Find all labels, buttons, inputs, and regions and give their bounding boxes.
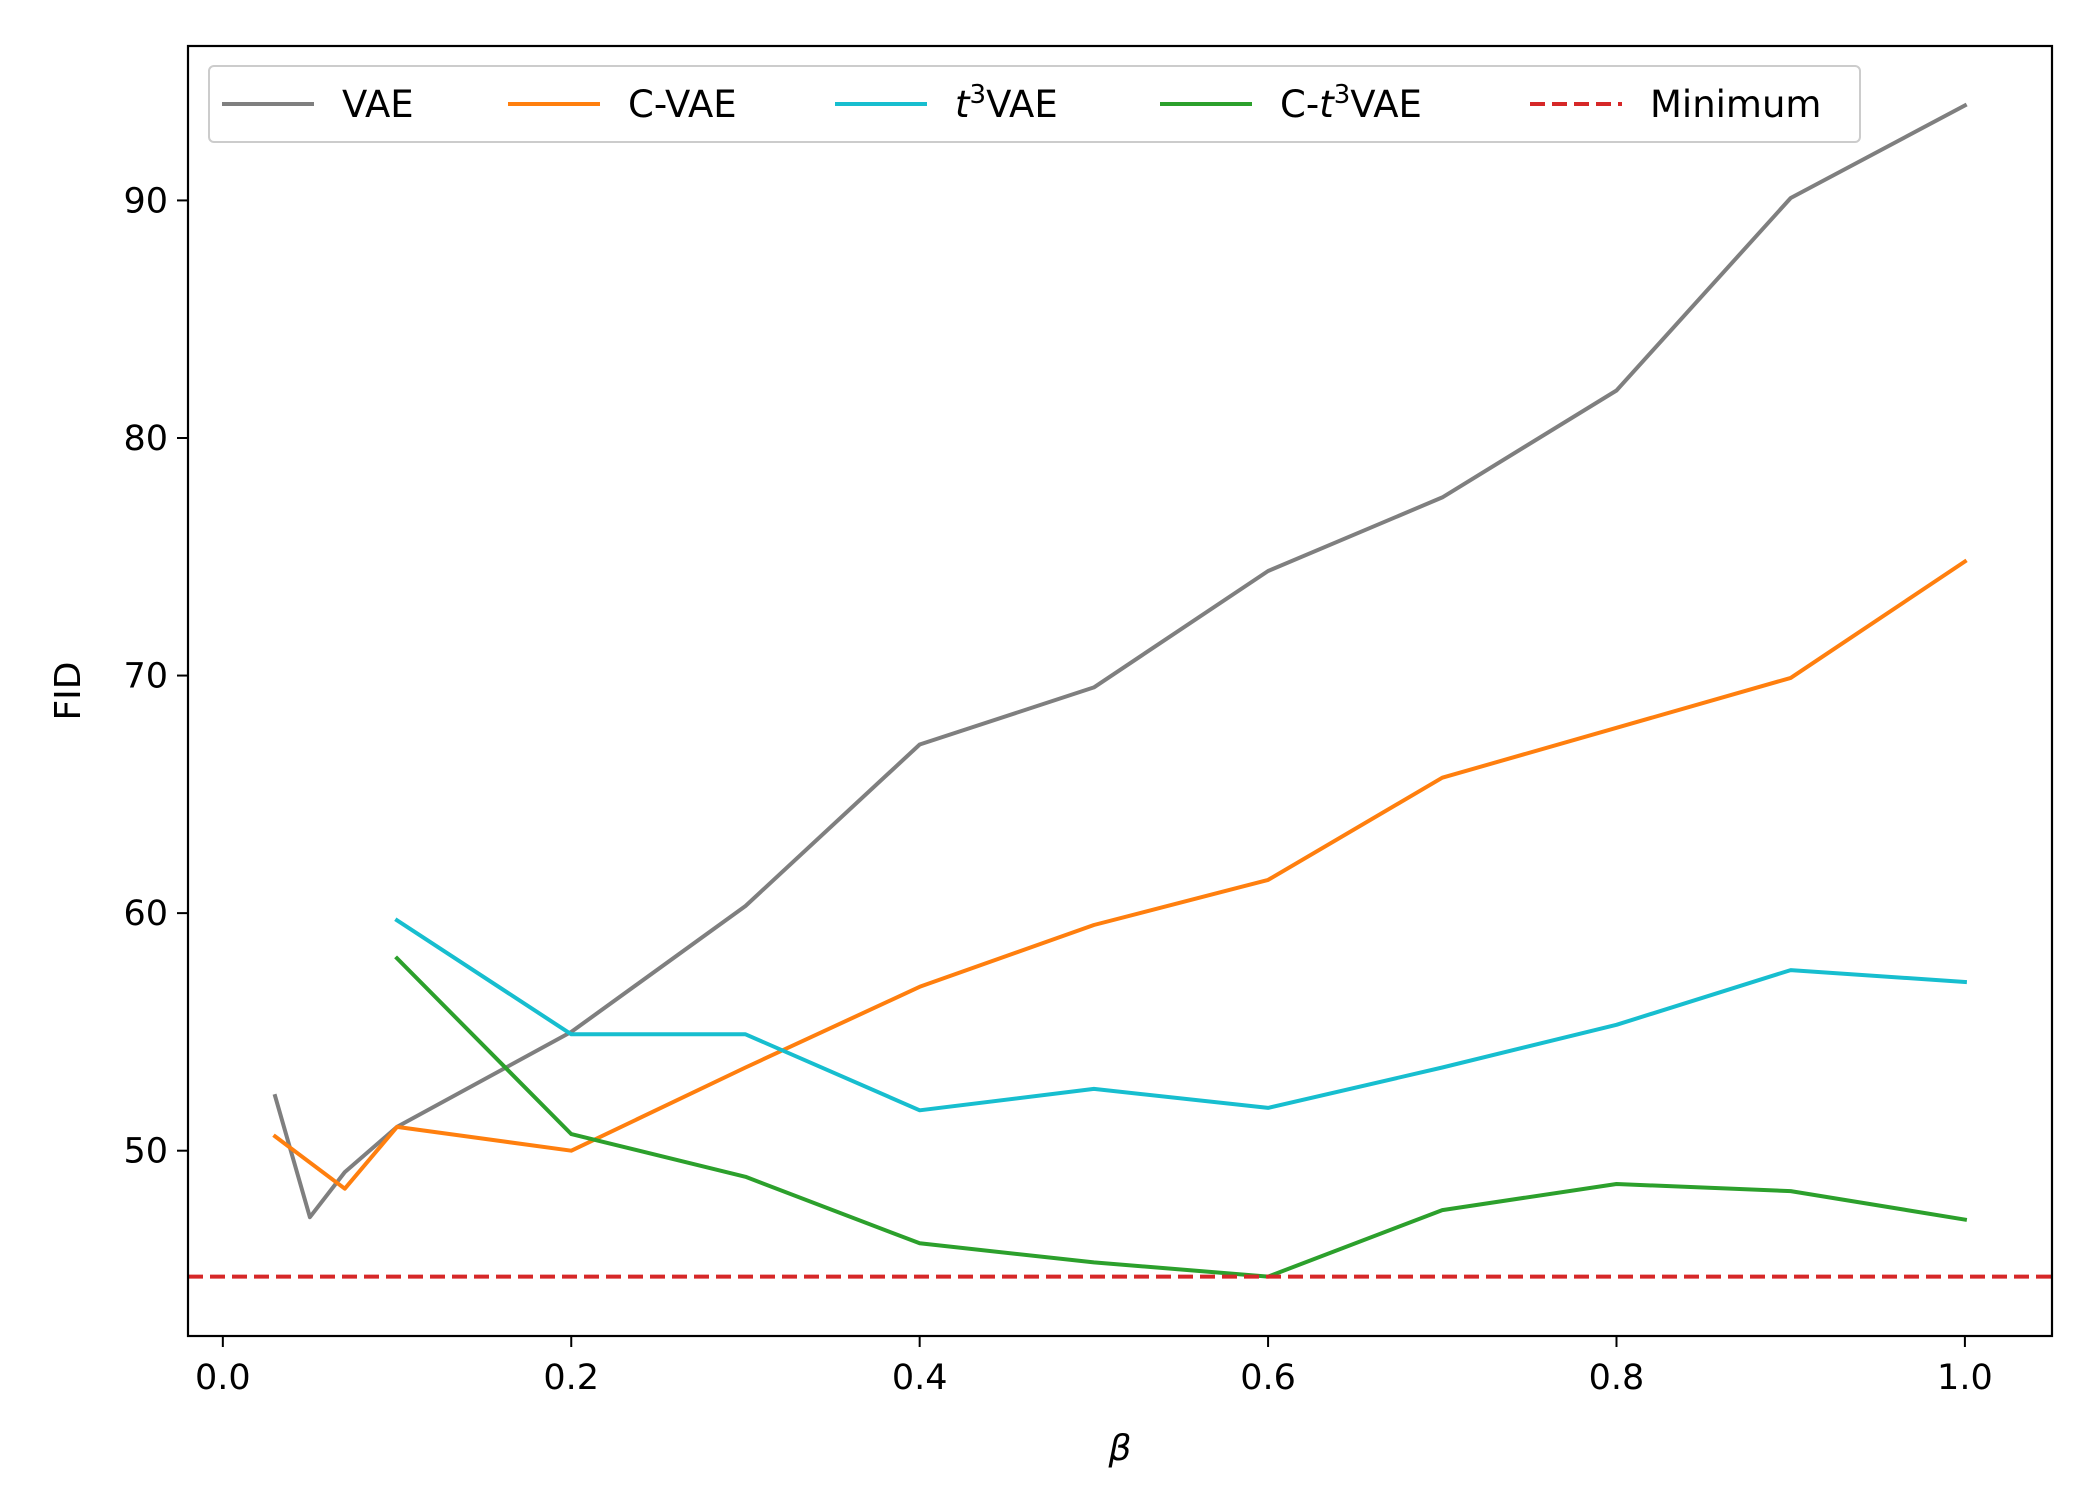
x-tick-label: 0.0: [195, 1358, 251, 1398]
legend-label-minimum: Minimum: [1650, 83, 1821, 126]
series-line-vae: [272, 102, 1968, 1220]
x-tick-label: 1.0: [1937, 1358, 1993, 1398]
y-axis: 50 60 70 80 90: [123, 181, 188, 1172]
x-tick-label: 0.2: [543, 1358, 599, 1398]
series-layer: [188, 102, 2052, 1279]
x-tick-label: 0.6: [1240, 1358, 1296, 1398]
y-tick-label: 70: [123, 657, 168, 697]
plot-background: [188, 46, 2052, 1336]
x-tick-label: 0.4: [892, 1358, 948, 1398]
y-tick-label: 60: [123, 894, 168, 934]
x-axis-title: β: [1108, 1428, 1132, 1469]
y-tick-label: 80: [123, 419, 168, 459]
series-line-c-vae: [272, 558, 1968, 1191]
legend-frame: [208, 65, 1861, 143]
plot-frame: [186, 44, 2054, 1338]
y-axis-title: FID: [48, 661, 89, 720]
legend-label-t-vae: t3VAE: [955, 80, 1058, 126]
legend-label-c-vae: C-VAE: [628, 83, 737, 126]
x-axis: 0.0 0.2 0.4 0.6 0.8 1.0: [195, 1336, 1993, 1398]
y-tick-label: 50: [123, 1132, 168, 1172]
legend-label-c-t-vae: C-t3VAE: [1280, 80, 1422, 126]
series-line-c-t-vae: [394, 955, 1968, 1279]
legend-label-vae: VAE: [342, 83, 414, 126]
y-tick-label: 90: [123, 181, 168, 221]
legend: VAE C-VAE t3VAE C-t3VAE Minimum: [208, 65, 1861, 143]
x-tick-label: 0.8: [1589, 1358, 1645, 1398]
series-line-t-vae: [394, 917, 1968, 1113]
